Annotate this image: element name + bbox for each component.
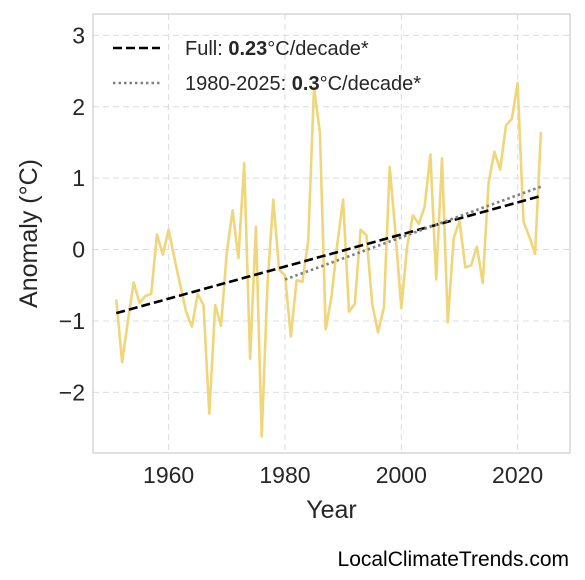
x-axis-label: Year: [306, 496, 357, 524]
y-tick-label: 2: [72, 94, 85, 120]
y-axis-label: Anomaly (°C): [15, 159, 43, 308]
y-tick-label: 3: [72, 22, 85, 48]
y-tick-label: 1: [72, 165, 85, 191]
x-tick-label: 2020: [492, 462, 543, 488]
legend-entry-suffix: °C/decade*: [267, 38, 369, 60]
legend-entry-value: 0.3: [292, 73, 320, 95]
legend-entry: Full: 0.23°C/decade*: [185, 38, 369, 60]
plot-frame: [92, 13, 571, 454]
x-tick-label: 2000: [376, 462, 427, 488]
recent-trend-line: [284, 185, 542, 281]
legend-entry-suffix: °C/decade*: [320, 73, 422, 95]
y-tick-label: 0: [72, 237, 85, 263]
legend-entry-prefix: Full:: [185, 38, 228, 60]
site-credit: LocalClimateTrends.com: [337, 548, 569, 571]
full-trend-line: [115, 194, 542, 315]
y-tick-label: −1: [59, 308, 85, 334]
legend-entry-value: 0.23: [228, 38, 267, 60]
x-tick-label: 1960: [143, 462, 194, 488]
legend: Full: 0.23°C/decade*1980-2025: 0.3°C/dec…: [113, 38, 421, 95]
legend-entry: 1980-2025: 0.3°C/decade*: [185, 73, 421, 95]
data-line: [115, 81, 543, 438]
series-group: [115, 81, 543, 438]
plot-border: [92, 13, 571, 454]
y-tick-label: −2: [59, 379, 85, 405]
legend-entry-prefix: 1980-2025:: [185, 73, 292, 95]
tick-labels: 1960 1980 2000 2020 −2 −1 0 1 2 3: [59, 22, 543, 488]
x-tick-label: 1980: [259, 462, 310, 488]
